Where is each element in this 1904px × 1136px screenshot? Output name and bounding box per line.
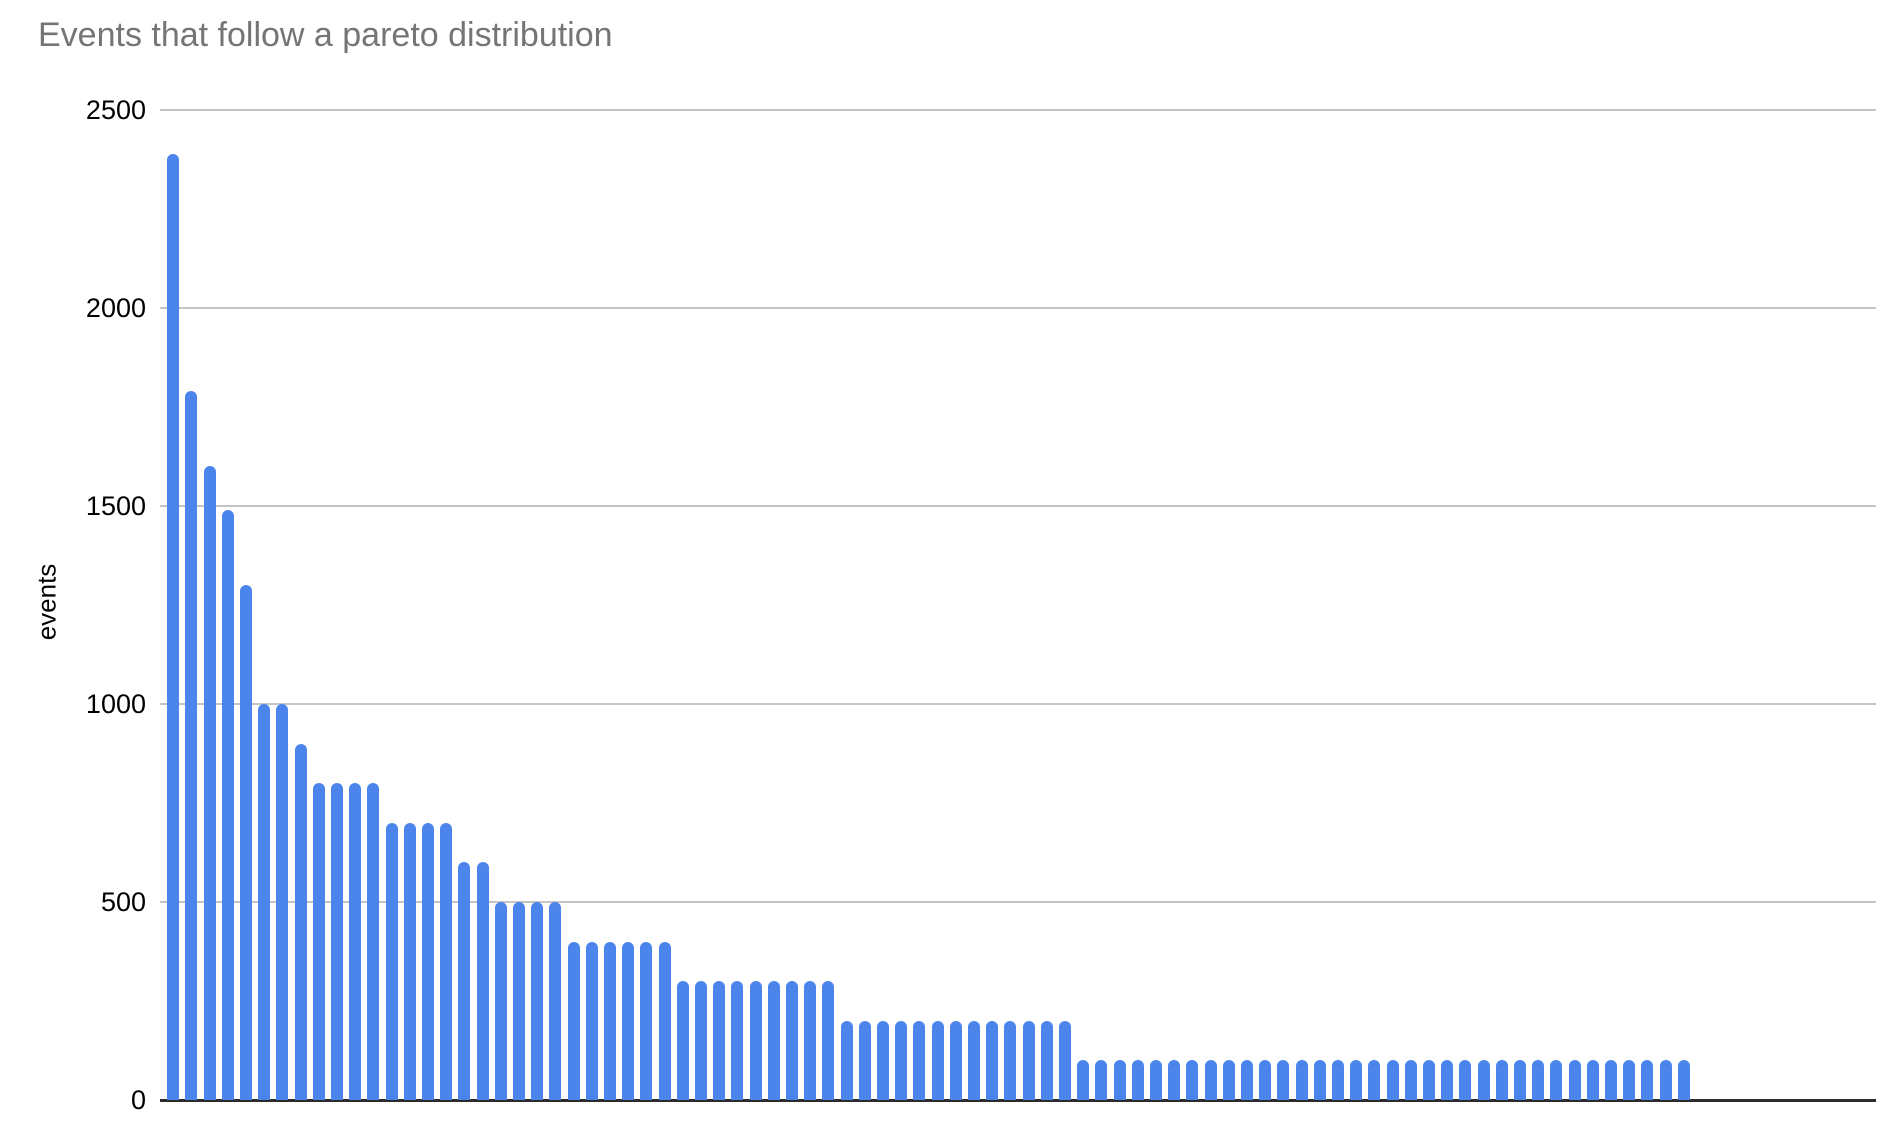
bar — [1459, 1060, 1472, 1100]
bar — [221, 509, 234, 1100]
bar — [1350, 1060, 1363, 1100]
bar — [1404, 1060, 1417, 1100]
bar — [1532, 1060, 1545, 1100]
gridline — [160, 505, 1876, 507]
bar — [1113, 1060, 1126, 1100]
bar — [1514, 1060, 1526, 1100]
bar — [1095, 1060, 1108, 1100]
bar — [476, 862, 489, 1100]
bar — [458, 862, 471, 1100]
y-axis-title: events — [31, 563, 62, 641]
bar — [1022, 1020, 1035, 1100]
bar — [749, 981, 762, 1100]
gridline — [160, 901, 1876, 903]
bar — [1168, 1060, 1181, 1100]
bar — [695, 981, 707, 1100]
bar — [658, 941, 671, 1100]
bar — [240, 585, 252, 1100]
bar — [986, 1020, 999, 1100]
bar — [1423, 1060, 1435, 1100]
bar — [440, 822, 453, 1100]
bar — [1332, 1060, 1344, 1100]
bar — [422, 822, 434, 1100]
bar — [622, 941, 635, 1100]
chart-title: Events that follow a pareto distribution — [38, 16, 613, 54]
bar — [1586, 1060, 1599, 1100]
bar — [1477, 1060, 1490, 1100]
bar — [349, 783, 362, 1100]
bar — [731, 981, 744, 1100]
bar — [1641, 1060, 1654, 1100]
bar — [1059, 1020, 1071, 1100]
bar — [494, 902, 507, 1100]
y-tick-label: 2500 — [85, 95, 146, 125]
y-tick-label: 1000 — [85, 689, 146, 719]
y-tick-label: 2000 — [85, 293, 146, 323]
bar — [1277, 1060, 1290, 1100]
gridline — [160, 703, 1876, 705]
bar — [858, 1020, 871, 1100]
bar — [676, 981, 689, 1100]
bar — [1150, 1060, 1162, 1100]
bar — [1313, 1060, 1326, 1100]
bar — [276, 704, 289, 1100]
bar — [1186, 1060, 1199, 1100]
gridline — [160, 109, 1876, 111]
bar — [1495, 1060, 1508, 1100]
bar — [203, 466, 216, 1100]
bar — [513, 902, 525, 1100]
bar — [403, 822, 416, 1100]
bar — [1441, 1060, 1454, 1100]
bar — [877, 1020, 889, 1100]
bar — [640, 941, 653, 1100]
bar — [185, 391, 198, 1100]
bar — [1368, 1060, 1381, 1100]
bar — [1259, 1060, 1272, 1100]
bar — [1077, 1060, 1090, 1100]
bar — [1241, 1060, 1253, 1100]
bar — [1605, 1060, 1617, 1100]
bar — [1204, 1060, 1217, 1100]
bar — [968, 1020, 980, 1100]
bar — [549, 902, 562, 1100]
bar — [531, 902, 544, 1100]
bar — [604, 941, 616, 1100]
bar — [167, 153, 180, 1100]
bar — [312, 783, 325, 1100]
bar — [895, 1020, 908, 1100]
bar — [367, 783, 380, 1100]
bar — [949, 1020, 962, 1100]
bar — [294, 743, 307, 1100]
bar — [840, 1020, 853, 1100]
bar — [1295, 1060, 1308, 1100]
bar — [1550, 1060, 1563, 1100]
bar — [331, 783, 343, 1100]
bar — [567, 941, 580, 1100]
bar — [931, 1020, 944, 1100]
bar — [713, 981, 726, 1100]
bar — [1222, 1060, 1235, 1100]
bar — [385, 822, 398, 1100]
y-tick-label: 1500 — [85, 491, 146, 521]
bar — [258, 704, 271, 1100]
y-tick-label: 0 — [130, 1085, 146, 1115]
bar — [1659, 1060, 1672, 1100]
bar — [786, 981, 798, 1100]
bar — [1386, 1060, 1399, 1100]
bar — [585, 941, 598, 1100]
bar — [1004, 1020, 1017, 1100]
bar — [1677, 1060, 1690, 1100]
gridline — [160, 307, 1876, 309]
bar — [804, 981, 817, 1100]
bar — [913, 1020, 926, 1100]
x-axis-line — [160, 1099, 1876, 1102]
bar — [1568, 1060, 1581, 1100]
bar — [1623, 1060, 1636, 1100]
bar — [767, 981, 780, 1100]
y-tick-label: 500 — [100, 887, 146, 917]
bar — [1040, 1020, 1053, 1100]
bar — [822, 981, 835, 1100]
bar — [1131, 1060, 1144, 1100]
